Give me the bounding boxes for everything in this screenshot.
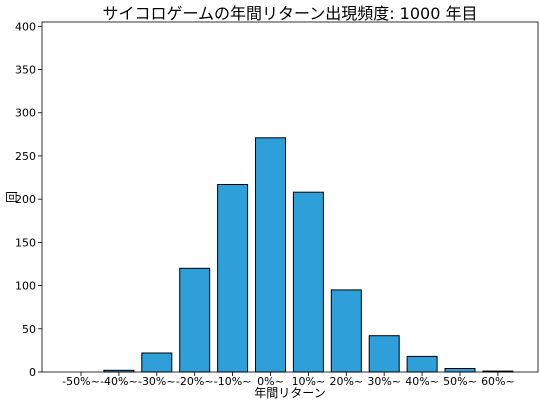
bar-3 (179, 267, 211, 373)
x-tick-label-10: 50%~ (443, 375, 477, 388)
y-tick-label-5: 250 (15, 150, 36, 163)
y-tick-label-1: 50 (22, 323, 36, 336)
x-tick-label-5: 0%~ (257, 375, 284, 388)
x-tick-label-4: -10%~ (214, 375, 252, 388)
y-tick-label-2: 100 (15, 280, 36, 293)
x-tick-label-3: -20%~ (176, 375, 214, 388)
x-tick-label-11: 60%~ (481, 375, 515, 388)
x-tick-label-0: -50%~ (62, 375, 100, 388)
x-tick-label-8: 30%~ (367, 375, 401, 388)
x-tick-label-1: -40%~ (100, 375, 138, 388)
bar-4 (217, 184, 249, 373)
x-tick-label-6: 10%~ (292, 375, 326, 388)
bar-6 (292, 191, 324, 373)
bar-2 (141, 352, 173, 373)
x-tick-label-9: 40%~ (405, 375, 439, 388)
plot-area (41, 21, 539, 373)
x-axis: -50%~ -40%~ -30%~ -20%~ -10%~ 0%~ 10%~ 20%~ 30%~… (62, 372, 515, 388)
bar-10 (444, 368, 476, 373)
x-axis-label: 年間リターン (254, 386, 325, 400)
x-tick-label-7: 20%~ (329, 375, 363, 388)
bar-5 (255, 137, 286, 373)
y-tick-label-8: 400 (15, 20, 36, 33)
bars (103, 137, 514, 373)
bar-11 (482, 370, 514, 373)
bar-9 (406, 355, 438, 373)
y-tick-label-4: 200 (15, 193, 36, 206)
y-axis-label: 回 (5, 191, 19, 203)
bar-8 (368, 335, 400, 373)
x-tick-label-2: -30%~ (138, 375, 176, 388)
y-tick-label-6: 300 (15, 107, 36, 120)
bar-1 (103, 369, 135, 373)
y-tick-label-0: 0 (29, 366, 36, 379)
bar-7 (330, 289, 362, 373)
y-axis: 0 50 100 150 200 250 300 350 400 (15, 20, 42, 379)
y-tick-label-7: 350 (15, 64, 36, 77)
chart-title: サイコロゲームの年間リターン出現頻度: 1000 年目 (102, 4, 477, 23)
y-tick-label-3: 150 (15, 236, 36, 249)
